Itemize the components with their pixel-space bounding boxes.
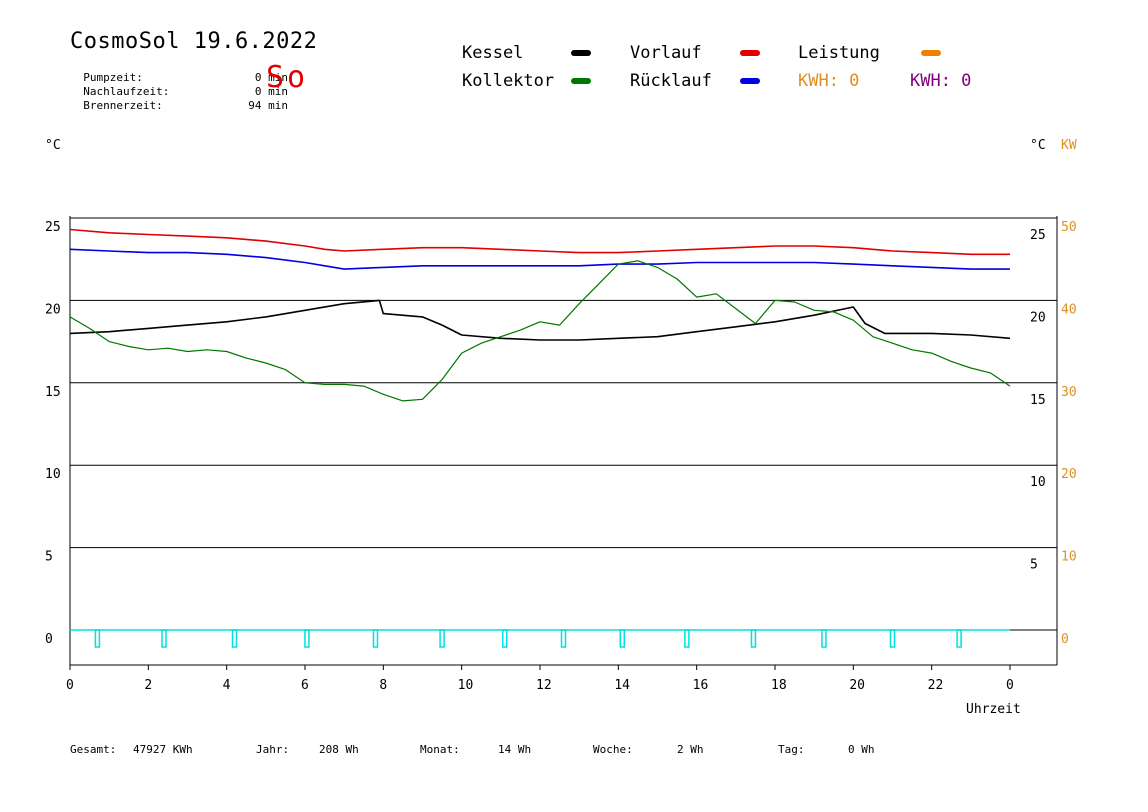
x-tick-label: 2 <box>144 678 152 693</box>
footer-gesamt-value: 47927 KWh <box>133 743 193 756</box>
right-kw-tick-label: 0 <box>1061 632 1069 647</box>
right-axis-unit-kw: KW <box>1061 138 1077 153</box>
stat-label: Nachlaufzeit: <box>83 85 170 98</box>
legend-kollektor-label: Kollektor <box>462 71 555 91</box>
legend-leistung-swatch <box>921 50 941 56</box>
legend-kessel-label: Kessel <box>462 43 524 63</box>
pump-pulse <box>684 629 690 648</box>
x-tick-label: 16 <box>693 678 709 693</box>
pump-pulse <box>94 629 101 648</box>
stat-brennerzeit: Brennerzeit: 94 min <box>70 86 288 112</box>
legend-ruecklauf-swatch <box>740 78 760 84</box>
stat-value: 0 min <box>254 71 288 84</box>
x-tick-label: 0 <box>1006 678 1014 693</box>
left-tick-label: 20 <box>45 302 61 317</box>
footer-tag-label: Tag: <box>778 743 805 756</box>
legend-vorlauf-label: Vorlauf <box>630 43 702 63</box>
pump-pulse <box>372 629 379 648</box>
x-tick-label: 18 <box>771 678 787 693</box>
pump-pulse <box>560 629 567 648</box>
stat-value: 0 min <box>254 85 288 98</box>
footer-jahr-value: 208 Wh <box>319 743 359 756</box>
right-kw-tick-label: 30 <box>1061 385 1077 400</box>
legend-ruecklauf-label: Rücklauf <box>630 71 712 91</box>
legend-kessel-swatch <box>571 50 591 56</box>
right-temp-tick-label: 15 <box>1030 393 1046 408</box>
x-tick-label: 4 <box>223 678 231 693</box>
footer-woche-label: Woche: <box>593 743 633 756</box>
right-kw-tick-label: 10 <box>1061 550 1077 565</box>
right-kw-tick-label: 20 <box>1061 467 1077 482</box>
stat-nachlaufzeit: Nachlaufzeit: 0 min <box>70 72 288 98</box>
right-temp-tick-label: 5 <box>1030 558 1038 573</box>
left-tick-label: 5 <box>45 550 53 565</box>
x-tick-label: 6 <box>301 678 309 693</box>
pump-pulse <box>956 629 962 648</box>
pump-pulse <box>439 629 445 648</box>
series-line-kessel <box>69 299 1011 341</box>
pump-pulse <box>750 629 757 648</box>
right-axis-unit: °C <box>1030 138 1046 153</box>
x-tick-label: 14 <box>614 678 630 693</box>
x-axis-label: Uhrzeit <box>966 702 1021 717</box>
legend-leistung-label: Leistung <box>798 43 880 63</box>
stat-label: Pumpzeit: <box>83 71 143 84</box>
series-line-kollektor <box>69 260 1011 402</box>
x-tick-label: 8 <box>379 678 387 693</box>
series-line-vorlauf <box>69 228 1010 256</box>
footer-monat-value: 14 Wh <box>498 743 532 756</box>
left-tick-label: 0 <box>45 632 53 647</box>
left-tick-label: 25 <box>45 220 61 235</box>
page-title: CosmoSol 19.6.2022 <box>70 29 318 54</box>
legend-kwh-total: KWH: 0 <box>910 71 972 91</box>
legend-kollektor-swatch <box>571 78 591 84</box>
right-kw-tick-label: 40 <box>1061 302 1077 317</box>
legend-kwh-leistung: KWH: 0 <box>798 71 860 91</box>
right-temp-tick-label: 25 <box>1030 228 1046 243</box>
x-tick-label: 0 <box>66 678 74 693</box>
footer-woche-value: 2 Wh <box>677 743 704 756</box>
x-tick-label: 20 <box>849 678 865 693</box>
x-tick-label: 10 <box>458 678 474 693</box>
x-tick-label: 22 <box>928 678 944 693</box>
footer-tag-value: 0 Wh <box>848 743 875 756</box>
footer-gesamt-label: Gesamt: <box>70 743 117 756</box>
pump-pulse <box>619 629 625 648</box>
right-temp-tick-label: 10 <box>1030 475 1046 490</box>
pump-pulse <box>304 629 310 648</box>
right-temp-tick-label: 20 <box>1030 310 1046 325</box>
left-tick-label: 15 <box>45 385 61 400</box>
x-tick-label: 12 <box>536 678 552 693</box>
stat-label: Brennerzeit: <box>83 99 163 112</box>
pump-pulse <box>889 629 896 648</box>
pump-pulse <box>502 629 508 648</box>
left-axis-unit: °C <box>45 138 61 153</box>
footer-monat-label: Monat: <box>420 743 460 756</box>
legend-vorlauf-swatch <box>740 50 760 56</box>
pump-pulse <box>161 629 167 648</box>
right-kw-tick-label: 50 <box>1061 220 1077 235</box>
pump-pulse <box>821 629 827 648</box>
footer-jahr-label: Jahr: <box>256 743 290 756</box>
weekday-label: So <box>266 60 309 95</box>
stat-value: 94 min <box>248 99 288 112</box>
series-line-rcklauf <box>69 248 1010 270</box>
stat-pumpzeit: Pumpzeit: 0 min <box>70 58 288 84</box>
pump-pulse <box>231 629 238 648</box>
left-tick-label: 10 <box>45 467 61 482</box>
